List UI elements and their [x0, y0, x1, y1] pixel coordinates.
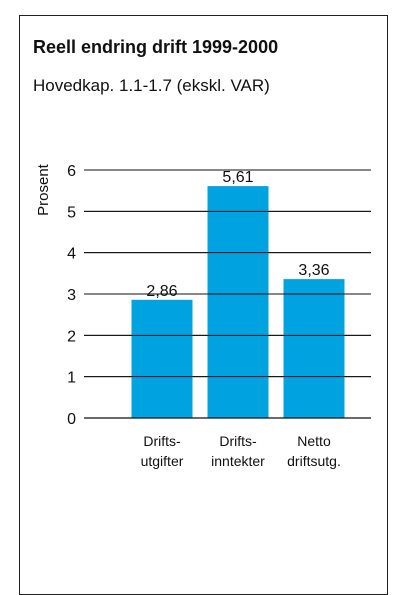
- category-label: Netto: [297, 433, 331, 449]
- bar: [283, 279, 345, 418]
- category-label: Drifts-: [219, 433, 257, 449]
- y-tick-label: 4: [67, 246, 76, 263]
- y-axis-label: Prosent: [35, 163, 52, 216]
- data-label: 3,36: [298, 262, 329, 279]
- data-label: 5,61: [222, 169, 253, 186]
- y-tick-label: 2: [67, 328, 76, 345]
- y-tick-label: 5: [67, 204, 76, 221]
- y-tick-label: 1: [67, 370, 76, 387]
- bars: [84, 169, 371, 419]
- chart-title: Reell endring drift 1999-2000: [33, 37, 279, 57]
- bar-chart: 0 1 2 3 4 5 6 2,86 5,61 3,36 Drifts-utgifter Drifts…: [35, 163, 371, 469]
- category-label: inntekter: [211, 453, 265, 469]
- category-label: Drifts-: [143, 433, 181, 449]
- category-label: utgifter: [141, 453, 184, 469]
- category-label: driftsutg.: [287, 453, 341, 469]
- y-tick-label: 0: [67, 411, 76, 428]
- chart-subtitle: Hovedkap. 1.1-1.7 (ekskl. VAR): [33, 76, 270, 95]
- y-tick-label: 6: [67, 163, 76, 180]
- labels: 0 1 2 3 4 5 6 2,86 5,61 3,36 Drifts-utgifter Drifts…: [67, 163, 341, 469]
- data-label: 2,86: [146, 283, 177, 300]
- bar: [207, 186, 269, 418]
- bar: [131, 299, 193, 418]
- y-tick-label: 3: [67, 287, 76, 304]
